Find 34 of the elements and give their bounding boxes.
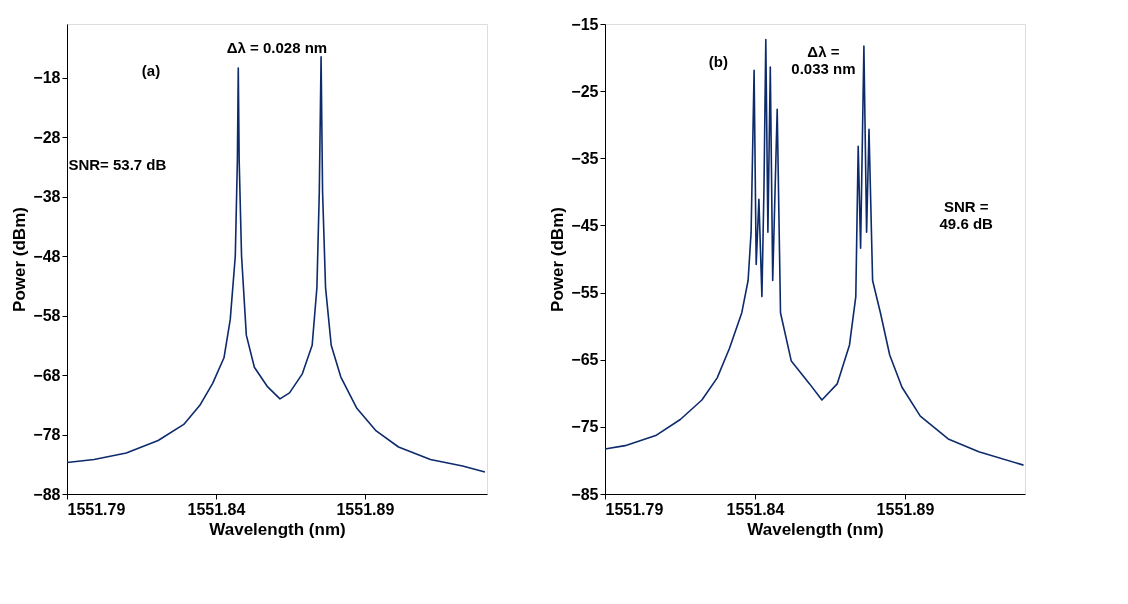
- x-tick-label: 1551.79: [67, 500, 126, 518]
- y-tick-label: −28: [33, 128, 61, 146]
- x-tick-label: 1551.84: [726, 500, 785, 518]
- y-tick-label: −85: [571, 485, 599, 503]
- y-axis-title: Power (dBm): [548, 207, 568, 312]
- y-tick-label: −45: [571, 216, 599, 234]
- y-tick-label: −58: [33, 307, 61, 325]
- y-tick-label: −15: [571, 15, 599, 33]
- x-tick-label: 1551.89: [876, 500, 935, 518]
- x-axis-title: Wavelength (nm): [747, 519, 884, 539]
- y-tick-label: −35: [571, 149, 599, 167]
- y-axis-title: Power (dBm): [10, 207, 30, 312]
- annotation: Δλ = 0.033 nm: [791, 43, 856, 78]
- y-tick-label: −78: [33, 426, 61, 444]
- y-tick-label: −88: [33, 485, 61, 503]
- x-tick-label: 1551.79: [605, 500, 664, 518]
- y-tick-label: −48: [33, 247, 61, 265]
- annotation: (b): [708, 52, 728, 70]
- annotation: (a): [141, 62, 161, 79]
- y-tick-label: −25: [571, 82, 599, 100]
- y-tick-label: −65: [571, 351, 599, 369]
- line-series: [66, 55, 486, 473]
- annotation: SNR = 49.6 dB: [939, 198, 994, 233]
- annotation: SNR= 53.7 dB: [68, 156, 167, 173]
- y-tick-label: −75: [571, 418, 599, 436]
- y-tick-label: −38: [33, 188, 61, 206]
- x-axis-title: Wavelength (nm): [209, 519, 346, 539]
- y-tick-label: −68: [33, 366, 61, 384]
- x-tick-label: 1551.89: [336, 500, 395, 518]
- y-tick-label: −55: [571, 284, 599, 302]
- line-series: [604, 38, 1025, 466]
- annotation: Δλ = 0.028 nm: [226, 38, 328, 56]
- x-tick-label: 1551.84: [187, 500, 246, 518]
- y-tick-label: −18: [33, 69, 61, 87]
